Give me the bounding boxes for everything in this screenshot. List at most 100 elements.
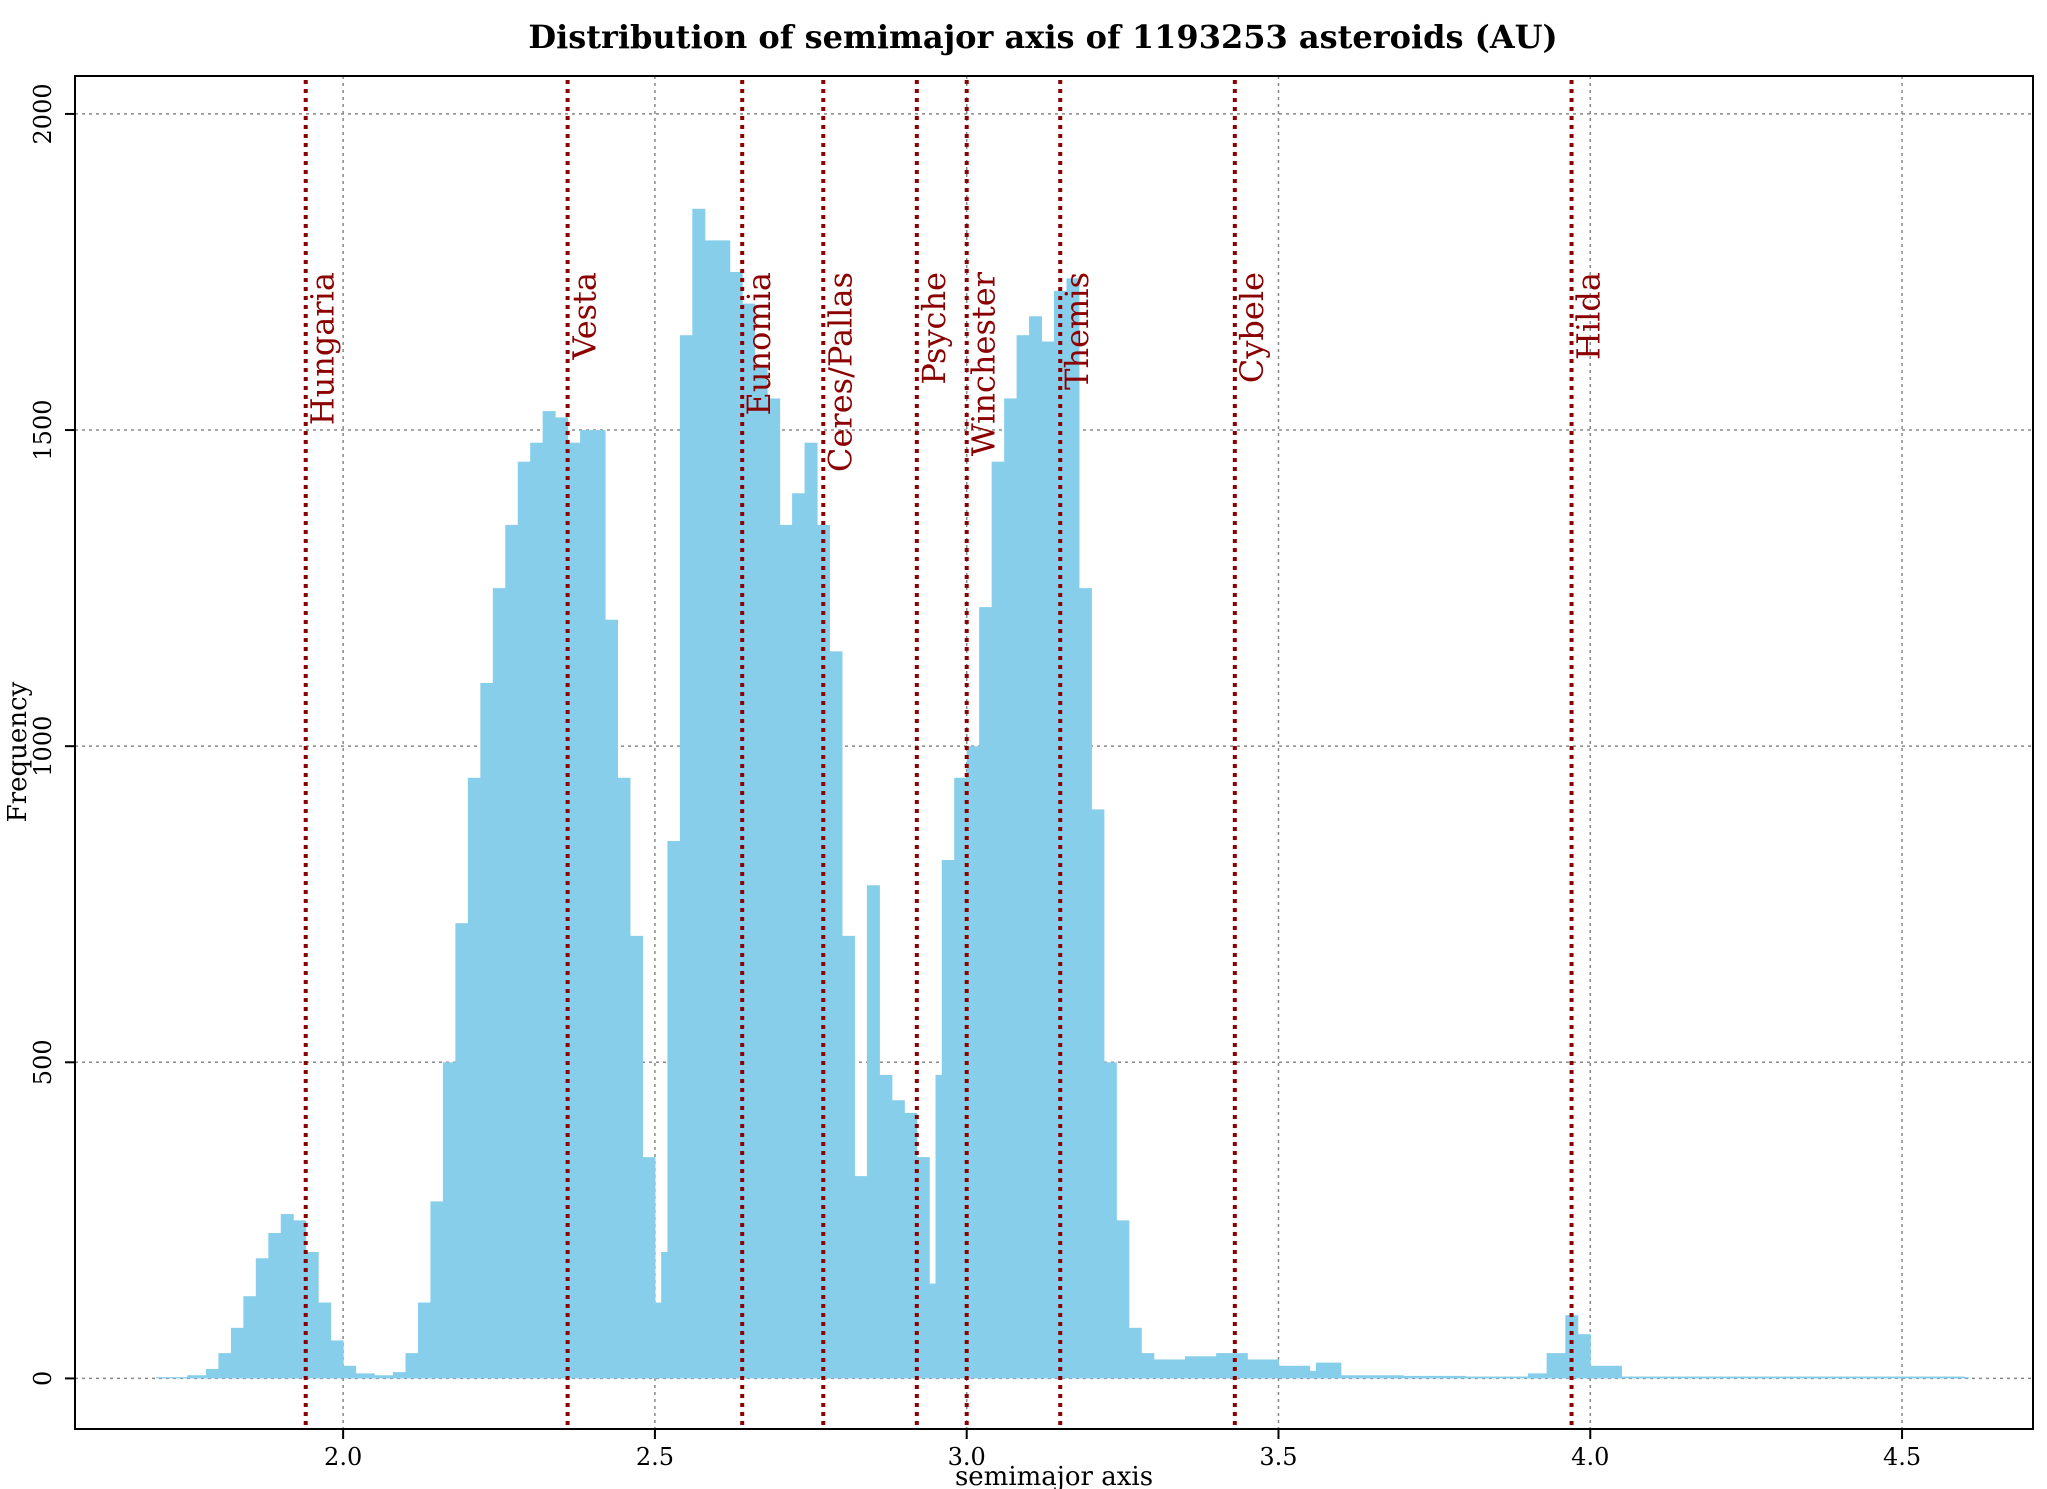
family-label: Themis (1058, 272, 1096, 390)
histogram-bar (605, 619, 619, 1379)
histogram-bar (866, 885, 880, 1379)
histogram-bar (517, 461, 531, 1379)
histogram-bar (542, 411, 556, 1379)
histogram-bar (430, 1201, 444, 1379)
histogram-bar (1153, 1359, 1186, 1379)
histogram-bar (1091, 809, 1105, 1379)
histogram-bar (817, 524, 831, 1379)
family-label: Vesta (566, 272, 604, 360)
histogram-bar (1029, 316, 1043, 1379)
histogram-bar (991, 461, 1005, 1379)
histogram-bar (729, 271, 743, 1379)
histogram-bar (305, 1251, 319, 1379)
histogram-bar (567, 442, 581, 1379)
histogram-bar (654, 1302, 662, 1379)
histogram-bar (1577, 1334, 1591, 1379)
histogram-bar (243, 1296, 257, 1379)
histogram-bar (1546, 1353, 1566, 1379)
histogram-bar (492, 588, 506, 1379)
histogram-bar (704, 240, 718, 1379)
histogram-bar (1184, 1356, 1217, 1379)
histogram-bar (1527, 1373, 1548, 1379)
x-tick-label: 2.5 (636, 1443, 674, 1471)
histogram-bar (218, 1353, 232, 1379)
histogram-bar (854, 1176, 868, 1379)
histogram-bar (530, 442, 544, 1379)
family-label: Psyche (915, 272, 953, 385)
histogram-bar (318, 1302, 332, 1379)
histogram-bar (667, 841, 681, 1379)
y-tick-label: 1000 (29, 716, 57, 777)
family-label: Ceres/Pallas (821, 272, 859, 472)
histogram-bar (742, 303, 756, 1379)
histogram-bar (642, 1157, 656, 1379)
histogram-bar (1141, 1353, 1155, 1379)
x-tick-label: 2.0 (324, 1443, 362, 1471)
histogram-bar (1054, 290, 1067, 1379)
histogram-bar (1078, 588, 1092, 1379)
histogram-bar (935, 1074, 943, 1379)
histogram-bar (804, 442, 818, 1379)
histogram-bar (617, 777, 631, 1379)
histogram-bar (442, 1062, 456, 1379)
histogram-bar (904, 1112, 918, 1379)
histogram-bar (1964, 1377, 1969, 1379)
histogram-bar (1004, 398, 1018, 1379)
histogram-bar (205, 1368, 219, 1379)
histogram-bar (417, 1302, 431, 1379)
histogram-bar (891, 1100, 905, 1379)
histogram-bar (629, 935, 643, 1379)
histogram-bar (1309, 1370, 1317, 1379)
x-tick-label: 3.0 (948, 1443, 986, 1471)
y-tick-label: 0 (29, 1371, 57, 1386)
histogram-bar (280, 1214, 294, 1379)
histogram-bar (661, 1251, 668, 1379)
histogram-bar (255, 1258, 269, 1379)
histogram-bar (293, 1220, 307, 1379)
histogram-bar (1016, 335, 1030, 1379)
histogram-bar (1839, 1376, 1965, 1379)
histogram-bar (374, 1375, 394, 1379)
x-tick-label: 3.5 (1259, 1443, 1297, 1471)
y-tick-label: 500 (29, 1039, 57, 1085)
histogram-bar (792, 493, 806, 1379)
x-tick-label: 4.5 (1883, 1443, 1921, 1471)
histogram-bar (767, 398, 781, 1379)
histogram-bar (717, 240, 731, 1379)
histogram-bar (1403, 1375, 1467, 1379)
histogram-bar (829, 651, 843, 1379)
x-tick-label: 4.0 (1571, 1443, 1609, 1471)
histogram-bar (505, 524, 519, 1379)
histogram-bar (393, 1372, 406, 1379)
family-label: Cybele (1233, 272, 1271, 383)
histogram-bar (1216, 1353, 1248, 1379)
histogram-bar (1565, 1315, 1579, 1379)
histogram-bar (954, 777, 968, 1379)
histogram-bar (1128, 1327, 1142, 1379)
histogram-bar (592, 430, 606, 1379)
histogram-bar (979, 607, 993, 1379)
histogram-bar (1621, 1376, 1716, 1379)
histogram-bar (1247, 1359, 1279, 1379)
chart-title: Distribution of semimajor axis of 119325… (528, 18, 1557, 56)
y-axis-label: Frequency (3, 681, 33, 822)
histogram-bar (841, 935, 855, 1379)
histogram-bar (1116, 1220, 1130, 1379)
plot-frame (74, 75, 2034, 1430)
histogram-bar (268, 1233, 282, 1379)
histogram-bar (1465, 1376, 1529, 1379)
y-tick-label: 2000 (29, 83, 57, 144)
histogram-bar (1278, 1365, 1311, 1379)
histogram-bar (692, 208, 706, 1379)
histogram-bar (156, 1377, 188, 1379)
histogram-bar (1103, 1062, 1117, 1379)
histogram-bar (879, 1074, 893, 1379)
histogram-bar (779, 524, 793, 1379)
histogram-bar (1714, 1376, 1841, 1379)
family-label: Hilda (1570, 272, 1608, 360)
histogram-bar (929, 1283, 937, 1379)
histogram-bar (230, 1327, 244, 1379)
histogram-bar (355, 1373, 375, 1379)
histogram-bar (455, 923, 469, 1379)
histogram-bar (916, 1157, 930, 1379)
